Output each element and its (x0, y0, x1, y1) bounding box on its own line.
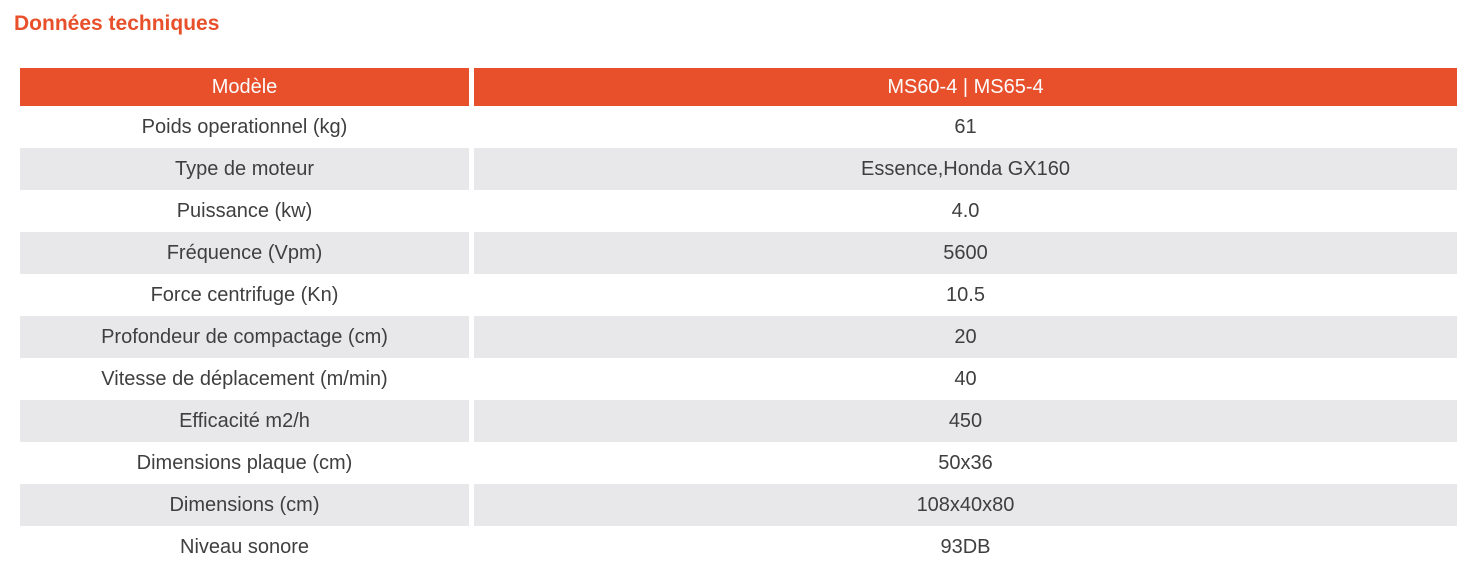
spec-value-cell: 93DB (474, 526, 1457, 568)
spec-label-cell: Force centrifuge (Kn) (20, 274, 469, 316)
spec-row-profondeur: Profondeur de compactage (cm) 20 (20, 316, 1457, 358)
spec-label-cell: Dimensions (cm) (20, 484, 469, 526)
spec-row-niveau-sonore: Niveau sonore 93DB (20, 526, 1457, 568)
header-model-value-cell: MS60-4 | MS65-4 (474, 68, 1457, 106)
technical-data-table: Modèle MS60-4 | MS65-4 Poids operationne… (20, 68, 1457, 568)
spec-label-cell: Niveau sonore (20, 526, 469, 568)
header-model-label-cell: Modèle (20, 68, 469, 106)
spec-label-cell: Efficacité m2/h (20, 400, 469, 442)
spec-value-cell: 40 (474, 358, 1457, 400)
spec-value-cell: Essence,Honda GX160 (474, 148, 1457, 190)
spec-label-cell: Fréquence (Vpm) (20, 232, 469, 274)
spec-label-cell: Dimensions plaque (cm) (20, 442, 469, 484)
table-body: Poids operationnel (kg) 61 Type de moteu… (20, 106, 1457, 568)
spec-value-cell: 5600 (474, 232, 1457, 274)
spec-row-moteur: Type de moteur Essence,Honda GX160 (20, 148, 1457, 190)
spec-value-cell: 20 (474, 316, 1457, 358)
spec-row-dimensions: Dimensions (cm) 108x40x80 (20, 484, 1457, 526)
spec-row-frequence: Fréquence (Vpm) 5600 (20, 232, 1457, 274)
spec-value-cell: 108x40x80 (474, 484, 1457, 526)
spec-value-cell: 61 (474, 106, 1457, 148)
spec-label-cell: Poids operationnel (kg) (20, 106, 469, 148)
table-header-row: Modèle MS60-4 | MS65-4 (20, 68, 1457, 106)
spec-value-cell: 450 (474, 400, 1457, 442)
spec-row-dimensions-plaque: Dimensions plaque (cm) 50x36 (20, 442, 1457, 484)
page-title: Données techniques (14, 12, 220, 35)
spec-row-vitesse: Vitesse de déplacement (m/min) 40 (20, 358, 1457, 400)
spec-row-puissance: Puissance (kw) 4.0 (20, 190, 1457, 232)
spec-label-cell: Type de moteur (20, 148, 469, 190)
spec-value-cell: 50x36 (474, 442, 1457, 484)
spec-row-force-centrifuge: Force centrifuge (Kn) 10.5 (20, 274, 1457, 316)
spec-value-cell: 4.0 (474, 190, 1457, 232)
spec-label-cell: Profondeur de compactage (cm) (20, 316, 469, 358)
spec-value-cell: 10.5 (474, 274, 1457, 316)
spec-label-cell: Vitesse de déplacement (m/min) (20, 358, 469, 400)
spec-row-poids: Poids operationnel (kg) 61 (20, 106, 1457, 148)
spec-row-efficacite: Efficacité m2/h 450 (20, 400, 1457, 442)
spec-label-cell: Puissance (kw) (20, 190, 469, 232)
